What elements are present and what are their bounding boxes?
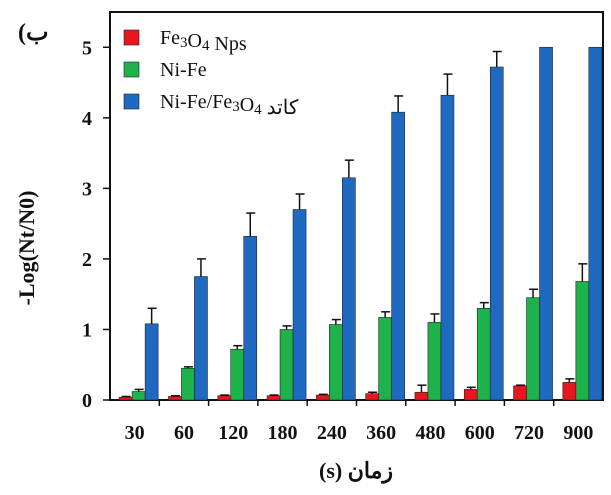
- y-tick-label: 5: [82, 37, 92, 59]
- bar: [576, 281, 589, 400]
- x-axis: 30 60 120 180 240 360 480 600 720 900: [125, 400, 594, 444]
- bar: [589, 47, 602, 400]
- x-tick-label: 180: [268, 422, 298, 444]
- bar: [280, 329, 293, 400]
- y-tick-label: 2: [82, 249, 92, 271]
- bar: [218, 396, 231, 400]
- x-tick-label: 900: [563, 422, 593, 444]
- bar: [293, 210, 306, 400]
- x-tick-label: 720: [514, 422, 544, 444]
- legend-swatch: [124, 62, 139, 77]
- bar: [441, 95, 454, 400]
- y-tick-label: 4: [82, 108, 92, 130]
- bar: [540, 47, 553, 400]
- bar: [132, 392, 145, 400]
- legend-label: Ni-Fe/Fe3O4 کاتد: [160, 91, 299, 119]
- bar: [145, 324, 158, 400]
- bar: [194, 277, 207, 400]
- bar: [527, 298, 540, 400]
- legend-swatch: [124, 30, 139, 45]
- x-tick-label: 120: [218, 422, 248, 444]
- x-tick-label: 30: [125, 422, 145, 444]
- y-tick-label: 0: [82, 390, 92, 412]
- bar: [563, 382, 576, 400]
- panel-label: (ب: [18, 20, 49, 46]
- bar: [477, 308, 490, 400]
- x-tick-label: 360: [366, 422, 396, 444]
- bar: [415, 392, 428, 400]
- y-tick-label: 3: [82, 178, 92, 200]
- x-tick-label: 240: [317, 422, 347, 444]
- legend-label: Fe3O4 Nps: [160, 27, 247, 55]
- legend-label: Ni-Fe: [160, 59, 207, 81]
- y-axis-label: -Log(Nt/N0): [14, 191, 39, 306]
- legend: Fe3O4 Nps Ni-Fe Ni-Fe/Fe3O4 کاتد: [124, 27, 299, 119]
- bar: [366, 394, 379, 400]
- bar: [244, 236, 257, 400]
- bar: [464, 389, 477, 400]
- bar: [428, 322, 441, 400]
- bar: [490, 67, 503, 400]
- y-axis: 0 1 2 3 4 5: [82, 37, 110, 412]
- bar: [514, 386, 527, 400]
- bar: [119, 397, 132, 400]
- x-tick-label: 600: [465, 422, 495, 444]
- bar: [342, 178, 355, 400]
- y-tick-label: 1: [82, 319, 92, 341]
- x-tick-label: 60: [174, 422, 194, 444]
- bar: [267, 396, 280, 400]
- x-tick-label: 480: [415, 422, 445, 444]
- bar: [168, 396, 181, 400]
- bar: [392, 112, 405, 400]
- x-axis-label: زمان (s): [319, 458, 393, 484]
- bar: [316, 395, 329, 400]
- bar: [329, 325, 342, 400]
- bar: [379, 317, 392, 400]
- bar: [181, 368, 194, 400]
- bar: [231, 349, 244, 400]
- legend-swatch: [124, 94, 139, 109]
